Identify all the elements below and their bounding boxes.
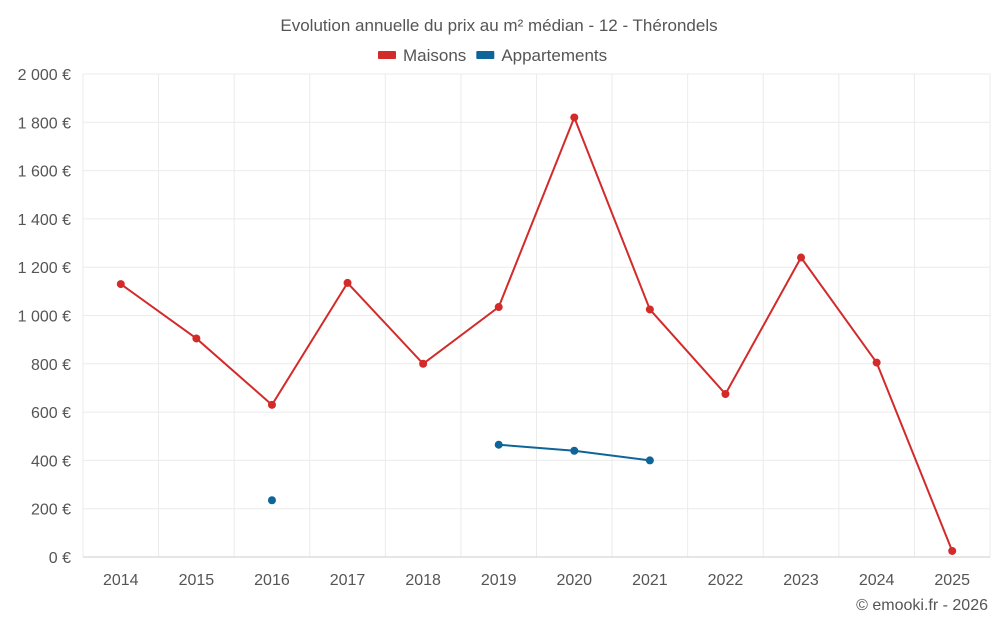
x-axis-ticks: 2014 2015 2016 2017 2018 2019 2020 2021 2022 2023… <box>103 572 970 589</box>
data-point-maisons[interactable] <box>192 334 201 343</box>
data-point-maisons[interactable] <box>116 280 125 289</box>
data-point-maisons[interactable] <box>721 389 730 398</box>
y-tick-label: 1 000 € <box>18 309 71 326</box>
legend-label: Maisons <box>403 46 466 65</box>
legend-swatch <box>378 51 396 59</box>
y-tick-label: 2 000 € <box>18 67 71 84</box>
legend-item-appartements[interactable]: Appartements <box>476 46 607 65</box>
series-line-maisons <box>120 114 954 552</box>
y-tick-label: 800 € <box>31 357 71 374</box>
x-tick-label: 2018 <box>405 572 441 589</box>
legend-item-maisons[interactable]: Maisons <box>378 46 466 65</box>
y-tick-label: 1 400 € <box>18 212 71 229</box>
x-tick-label: 2024 <box>859 572 895 589</box>
series-appartements <box>267 440 654 505</box>
x-tick-label: 2021 <box>632 572 668 589</box>
x-tick-label: 2014 <box>103 572 139 589</box>
y-tick-label: 0 € <box>49 550 71 567</box>
data-point-maisons[interactable] <box>797 253 806 262</box>
x-tick-label: 2020 <box>556 572 592 589</box>
y-tick-label: 200 € <box>31 502 71 519</box>
legend: Maisons Appartements <box>378 46 607 65</box>
y-tick-label: 600 € <box>31 405 71 422</box>
data-point-appartements[interactable] <box>645 456 654 465</box>
y-tick-label: 1 800 € <box>18 115 71 132</box>
data-point-maisons[interactable] <box>948 546 957 555</box>
data-point-maisons[interactable] <box>419 359 428 368</box>
x-tick-label: 2017 <box>330 572 366 589</box>
y-tick-label: 400 € <box>31 453 71 470</box>
data-point-appartements[interactable] <box>570 446 579 455</box>
data-point-appartements[interactable] <box>267 496 276 505</box>
y-tick-label: 1 200 € <box>18 260 71 277</box>
x-tick-label: 2022 <box>708 572 744 589</box>
data-point-maisons[interactable] <box>570 113 579 122</box>
x-tick-label: 2015 <box>179 572 215 589</box>
series-layer <box>116 113 957 555</box>
legend-swatch <box>476 51 495 59</box>
data-point-maisons[interactable] <box>494 303 503 312</box>
legend-label: Appartements <box>501 46 607 65</box>
x-gridlines <box>82 74 991 557</box>
data-point-maisons[interactable] <box>645 305 654 314</box>
data-point-maisons[interactable] <box>343 278 352 287</box>
x-tick-label: 2016 <box>254 572 290 589</box>
series-maisons <box>116 113 957 555</box>
data-point-appartements[interactable] <box>494 440 503 449</box>
y-tick-label: 1 600 € <box>18 164 71 181</box>
data-point-maisons[interactable] <box>872 358 881 367</box>
y-axis-ticks: 0 € 200 € 400 € 600 € 800 € 1 000 € 1 200 € 1 4… <box>18 67 71 567</box>
credit-text: © emooki.fr - 2026 <box>856 597 988 614</box>
data-point-maisons[interactable] <box>267 400 276 409</box>
x-tick-label: 2019 <box>481 572 517 589</box>
x-tick-label: 2023 <box>783 572 819 589</box>
chart-title: Evolution annuelle du prix au m² médian … <box>280 16 717 35</box>
x-tick-label: 2025 <box>934 572 970 589</box>
